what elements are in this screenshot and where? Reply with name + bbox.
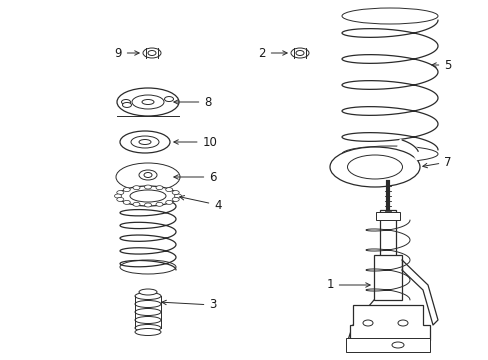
Text: 4: 4 — [180, 195, 221, 212]
Ellipse shape — [341, 146, 437, 162]
Ellipse shape — [362, 320, 372, 326]
Ellipse shape — [117, 190, 123, 194]
Ellipse shape — [295, 50, 304, 55]
Ellipse shape — [131, 136, 159, 148]
Ellipse shape — [121, 99, 130, 104]
Ellipse shape — [144, 185, 151, 189]
Ellipse shape — [120, 260, 176, 274]
Ellipse shape — [122, 103, 131, 107]
Ellipse shape — [134, 170, 162, 184]
Ellipse shape — [114, 194, 121, 198]
Ellipse shape — [397, 320, 407, 326]
Ellipse shape — [116, 163, 180, 191]
Ellipse shape — [123, 201, 130, 204]
Ellipse shape — [135, 324, 161, 332]
Bar — [373, 255, 401, 300]
Ellipse shape — [117, 197, 123, 202]
Bar — [379, 210, 395, 260]
Ellipse shape — [290, 48, 308, 58]
Ellipse shape — [139, 140, 151, 144]
Ellipse shape — [139, 170, 157, 180]
Ellipse shape — [143, 172, 152, 177]
Text: 3: 3 — [162, 298, 216, 311]
Ellipse shape — [135, 328, 161, 336]
Ellipse shape — [156, 202, 163, 206]
Ellipse shape — [132, 95, 163, 109]
Ellipse shape — [347, 155, 402, 179]
Bar — [375, 212, 399, 220]
Bar — [346, 338, 429, 352]
Ellipse shape — [135, 292, 161, 300]
Text: 8: 8 — [174, 95, 211, 108]
Text: 9: 9 — [114, 46, 139, 59]
Ellipse shape — [120, 131, 170, 153]
Ellipse shape — [341, 8, 437, 24]
Text: 7: 7 — [422, 156, 451, 168]
Ellipse shape — [142, 48, 161, 58]
Ellipse shape — [117, 88, 179, 116]
Text: 6: 6 — [174, 171, 216, 184]
Ellipse shape — [133, 202, 140, 206]
Ellipse shape — [172, 190, 179, 194]
Polygon shape — [349, 305, 429, 340]
Ellipse shape — [133, 186, 140, 190]
Ellipse shape — [130, 190, 165, 202]
Ellipse shape — [156, 186, 163, 190]
Ellipse shape — [135, 301, 161, 307]
Ellipse shape — [139, 289, 157, 295]
Text: 1: 1 — [325, 279, 369, 292]
Ellipse shape — [165, 201, 172, 204]
Ellipse shape — [174, 194, 181, 198]
Ellipse shape — [123, 188, 130, 192]
Ellipse shape — [148, 50, 156, 55]
Ellipse shape — [126, 167, 170, 187]
Ellipse shape — [142, 99, 154, 104]
Ellipse shape — [118, 186, 178, 206]
Ellipse shape — [141, 173, 155, 181]
Ellipse shape — [135, 309, 161, 315]
Ellipse shape — [329, 147, 419, 187]
Ellipse shape — [164, 96, 173, 102]
Text: 5: 5 — [431, 59, 451, 72]
Ellipse shape — [391, 342, 403, 348]
Text: 10: 10 — [174, 135, 217, 149]
Ellipse shape — [144, 203, 151, 207]
Ellipse shape — [135, 316, 161, 324]
Ellipse shape — [172, 197, 179, 202]
Text: 2: 2 — [258, 46, 286, 59]
Ellipse shape — [165, 188, 172, 192]
